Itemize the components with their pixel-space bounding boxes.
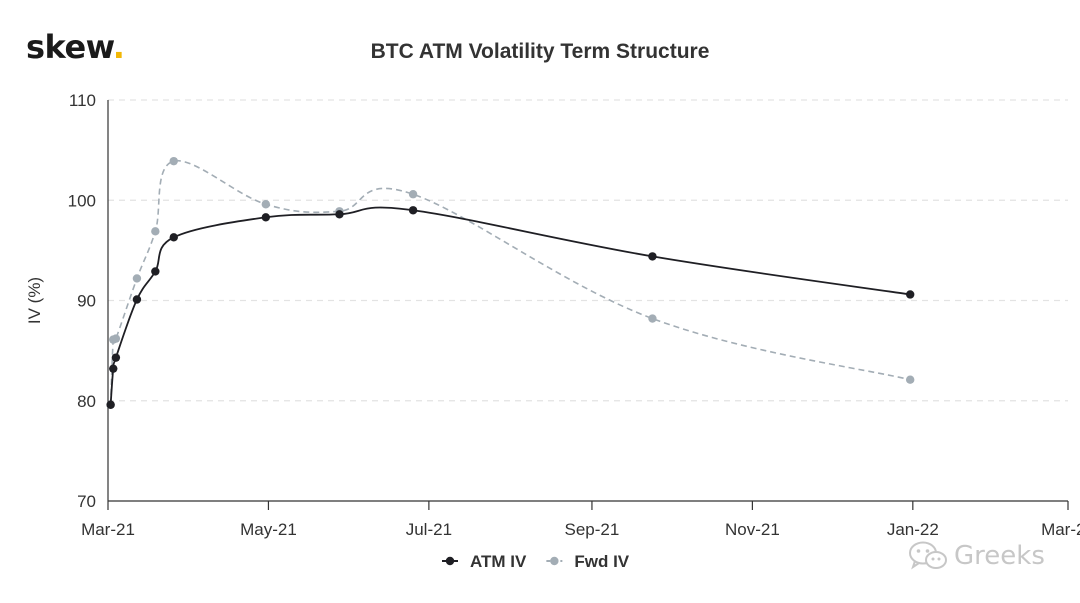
atm-iv-point — [905, 290, 915, 299]
grid-lines — [108, 99, 1068, 402]
legend-label-atm-iv: ATM IV — [470, 552, 527, 571]
fwd-iv-point — [151, 227, 160, 236]
y-tick-label: 90 — [77, 292, 96, 311]
atm-iv-line — [109, 206, 911, 405]
fwd-iv-point — [648, 314, 657, 323]
fwd-iv-point — [905, 375, 915, 384]
watermark: Greeks — [908, 540, 1045, 572]
fwd-iv-point — [132, 274, 142, 283]
y-tick-label: 100 — [68, 191, 96, 210]
legend-swatch-marker — [550, 556, 559, 566]
logo-text: skew — [26, 28, 113, 66]
atm-iv-point — [111, 353, 121, 362]
legend-swatch-marker — [445, 556, 455, 566]
y-tick-label: 110 — [69, 91, 96, 110]
atm-iv-point — [261, 213, 271, 222]
wechat-icon — [909, 541, 947, 570]
legend-label-fwd-iv: Fwd IV — [574, 552, 629, 571]
atm-iv-point — [151, 267, 160, 276]
x-tick-label: Mar-22 — [1041, 520, 1080, 539]
fwd-iv-point — [261, 200, 271, 209]
x-tick-label: May-21 — [240, 520, 297, 539]
fwd-iv-line — [109, 160, 911, 405]
fwd-iv-point — [169, 156, 178, 166]
atm-iv-point — [408, 206, 418, 215]
axes: 70 80 90 100 110 IV (%) Mar-21 May-21 Jul-21 Sep-… — [25, 91, 1080, 539]
atm-iv-point — [648, 252, 657, 261]
logo-dot: . — [112, 28, 125, 66]
y-axis-label: IV (%) — [25, 277, 44, 324]
legend: ATM IV Fwd IV — [442, 552, 630, 571]
series-layer — [106, 156, 915, 409]
chart-title: BTC ATM Volatility Term Structure — [370, 40, 710, 63]
x-tick-label: Nov-21 — [725, 520, 780, 539]
x-tick-label: Mar-21 — [81, 520, 135, 539]
x-tick-label: Sep-21 — [565, 520, 620, 539]
atm-iv-point — [169, 233, 178, 242]
fwd-iv-point — [408, 190, 418, 199]
fwd-iv-point — [111, 334, 121, 343]
watermark-text: Greeks — [954, 541, 1045, 571]
y-tick-label: 80 — [77, 392, 96, 411]
atm-iv-point — [109, 364, 118, 373]
atm-iv-point — [106, 400, 115, 409]
x-tick-label: Jul-21 — [406, 520, 452, 539]
skew-logo: skew. — [26, 28, 125, 66]
atm-iv-point — [132, 295, 142, 304]
x-tick-label: Jan-22 — [887, 520, 939, 539]
atm-iv-point — [335, 210, 344, 219]
y-tick-label: 70 — [77, 492, 96, 511]
